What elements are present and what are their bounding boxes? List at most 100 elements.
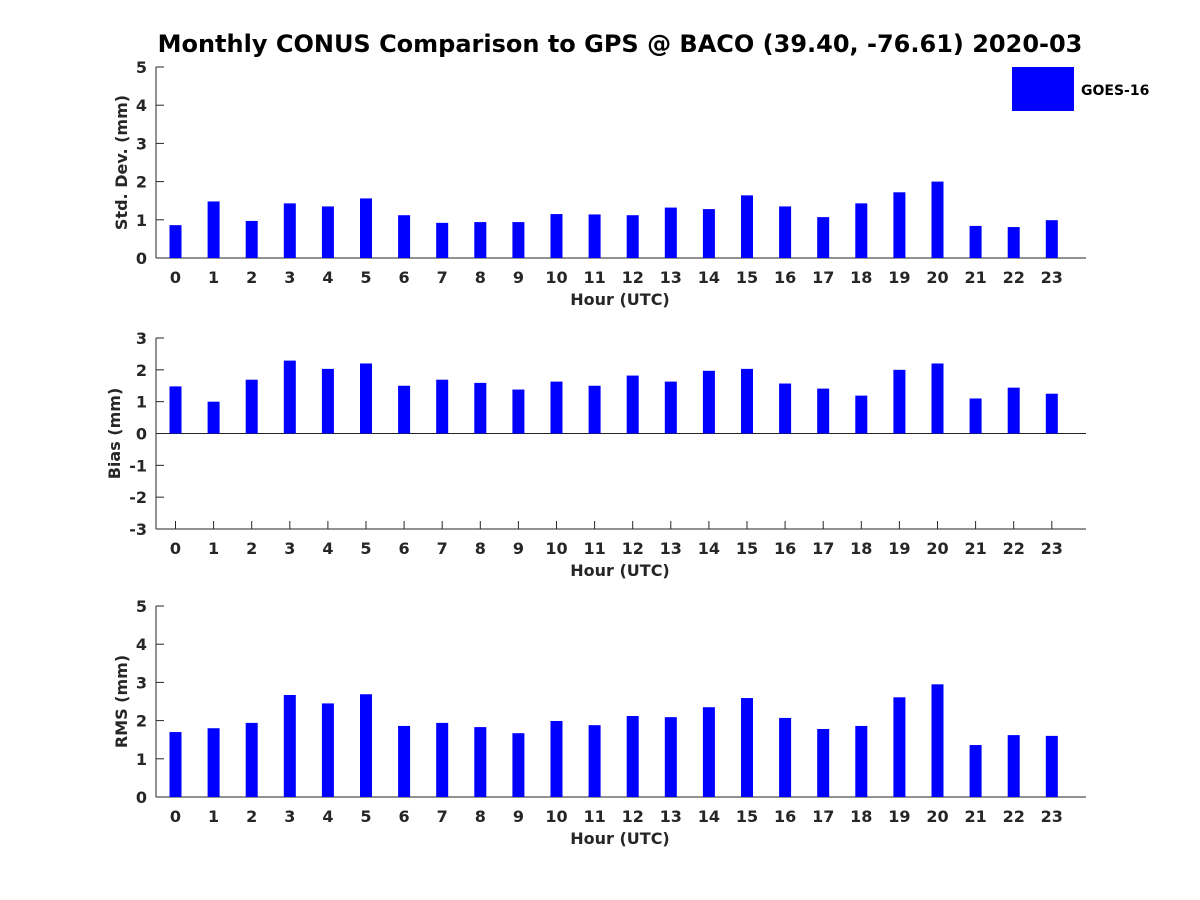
bar-hour-18 bbox=[855, 725, 868, 797]
bar-hour-20 bbox=[931, 363, 944, 434]
bar-hour-19 bbox=[893, 369, 906, 434]
y-axis-label: Bias (mm) bbox=[105, 388, 124, 480]
bar-hour-4 bbox=[321, 206, 334, 258]
x-axis-label: Hour (UTC) bbox=[570, 561, 670, 580]
x-tick-label: 10 bbox=[545, 539, 567, 558]
bar-hour-6 bbox=[398, 725, 411, 797]
x-tick-label: 12 bbox=[622, 539, 644, 558]
x-tick-label: 0 bbox=[170, 539, 181, 558]
bar-hour-9 bbox=[512, 222, 525, 258]
bar-hour-10 bbox=[550, 381, 563, 434]
y-tick-label: 4 bbox=[136, 635, 147, 654]
y-tick-label: 0 bbox=[136, 425, 147, 444]
x-tick-label: 19 bbox=[888, 539, 910, 558]
x-tick-label: 13 bbox=[660, 268, 682, 287]
x-tick-label: 1 bbox=[208, 539, 219, 558]
x-tick-label: 19 bbox=[888, 268, 910, 287]
y-tick-label: 5 bbox=[136, 58, 147, 77]
bar-hour-22 bbox=[1007, 387, 1020, 434]
x-tick-label: 5 bbox=[360, 268, 371, 287]
x-tick-label: 3 bbox=[284, 268, 295, 287]
x-tick-label: 13 bbox=[660, 807, 682, 826]
x-tick-label: 15 bbox=[736, 539, 758, 558]
bar-hour-7 bbox=[436, 222, 449, 258]
bar-hour-14 bbox=[702, 707, 715, 797]
x-tick-label: 1 bbox=[208, 807, 219, 826]
legend-swatch bbox=[1012, 67, 1074, 111]
y-tick-label: 2 bbox=[136, 361, 147, 380]
bar-hour-13 bbox=[664, 381, 677, 434]
x-tick-label: 12 bbox=[622, 268, 644, 287]
x-tick-label: 6 bbox=[399, 807, 410, 826]
bar-hour-0 bbox=[169, 386, 182, 434]
x-tick-label: 12 bbox=[622, 807, 644, 826]
x-tick-label: 3 bbox=[284, 807, 295, 826]
bar-hour-3 bbox=[283, 360, 296, 434]
x-tick-label: 7 bbox=[437, 268, 448, 287]
bar-hour-2 bbox=[245, 379, 258, 434]
bar-hour-5 bbox=[360, 363, 372, 434]
bar-hour-17 bbox=[817, 388, 830, 434]
bar-hour-18 bbox=[855, 203, 868, 258]
bar-hour-22 bbox=[1007, 735, 1020, 797]
bar-hour-16 bbox=[779, 383, 792, 434]
x-tick-label: 22 bbox=[1003, 807, 1025, 826]
x-tick-label: 7 bbox=[437, 807, 448, 826]
bar-hour-8 bbox=[474, 727, 487, 797]
bar-hour-9 bbox=[512, 733, 525, 797]
y-tick-label: 0 bbox=[136, 249, 147, 268]
x-tick-label: 20 bbox=[926, 539, 948, 558]
bar-hour-22 bbox=[1007, 227, 1020, 258]
y-tick-label: -3 bbox=[129, 520, 147, 539]
x-tick-label: 16 bbox=[774, 268, 796, 287]
bar-hour-23 bbox=[1045, 735, 1058, 797]
bar-hour-11 bbox=[588, 214, 601, 258]
x-tick-label: 2 bbox=[246, 268, 257, 287]
x-tick-label: 20 bbox=[926, 807, 948, 826]
x-tick-label: 18 bbox=[850, 807, 872, 826]
x-tick-label: 11 bbox=[583, 539, 605, 558]
x-tick-label: 9 bbox=[513, 807, 524, 826]
y-tick-label: 5 bbox=[136, 597, 147, 616]
x-tick-label: 17 bbox=[812, 268, 834, 287]
x-tick-label: 0 bbox=[170, 268, 181, 287]
bar-hour-14 bbox=[702, 370, 715, 434]
x-tick-label: 6 bbox=[399, 539, 410, 558]
x-tick-label: 5 bbox=[360, 539, 371, 558]
x-tick-label: 9 bbox=[513, 268, 524, 287]
bar-hour-14 bbox=[702, 209, 715, 258]
x-tick-label: 14 bbox=[698, 539, 720, 558]
bar-hour-16 bbox=[779, 206, 792, 258]
x-tick-label: 20 bbox=[926, 268, 948, 287]
x-tick-label: 9 bbox=[513, 539, 524, 558]
bar-hour-11 bbox=[588, 385, 601, 434]
x-tick-label: 21 bbox=[964, 539, 986, 558]
bar-hour-15 bbox=[741, 698, 753, 797]
x-tick-label: 23 bbox=[1041, 807, 1063, 826]
bar-hour-17 bbox=[817, 217, 830, 258]
x-tick-label: 17 bbox=[812, 539, 834, 558]
x-tick-label: 23 bbox=[1041, 539, 1063, 558]
bar-hour-3 bbox=[283, 203, 296, 258]
x-tick-label: 8 bbox=[475, 268, 486, 287]
bar-hour-20 bbox=[931, 684, 944, 797]
bar-hour-4 bbox=[321, 703, 334, 797]
bar-hour-11 bbox=[588, 725, 601, 797]
x-tick-label: 11 bbox=[583, 807, 605, 826]
x-tick-label: 0 bbox=[170, 807, 181, 826]
bar-hour-2 bbox=[245, 220, 258, 258]
x-tick-label: 2 bbox=[246, 539, 257, 558]
x-tick-label: 10 bbox=[545, 268, 567, 287]
y-tick-label: 3 bbox=[136, 673, 147, 692]
x-tick-label: 6 bbox=[399, 268, 410, 287]
bar-hour-15 bbox=[741, 368, 753, 434]
x-tick-label: 15 bbox=[736, 268, 758, 287]
bar-hour-15 bbox=[741, 195, 753, 258]
x-tick-label: 14 bbox=[698, 807, 720, 826]
x-axis-label: Hour (UTC) bbox=[570, 829, 670, 848]
x-tick-label: 5 bbox=[360, 807, 371, 826]
legend-label: GOES-16 bbox=[1081, 83, 1149, 99]
